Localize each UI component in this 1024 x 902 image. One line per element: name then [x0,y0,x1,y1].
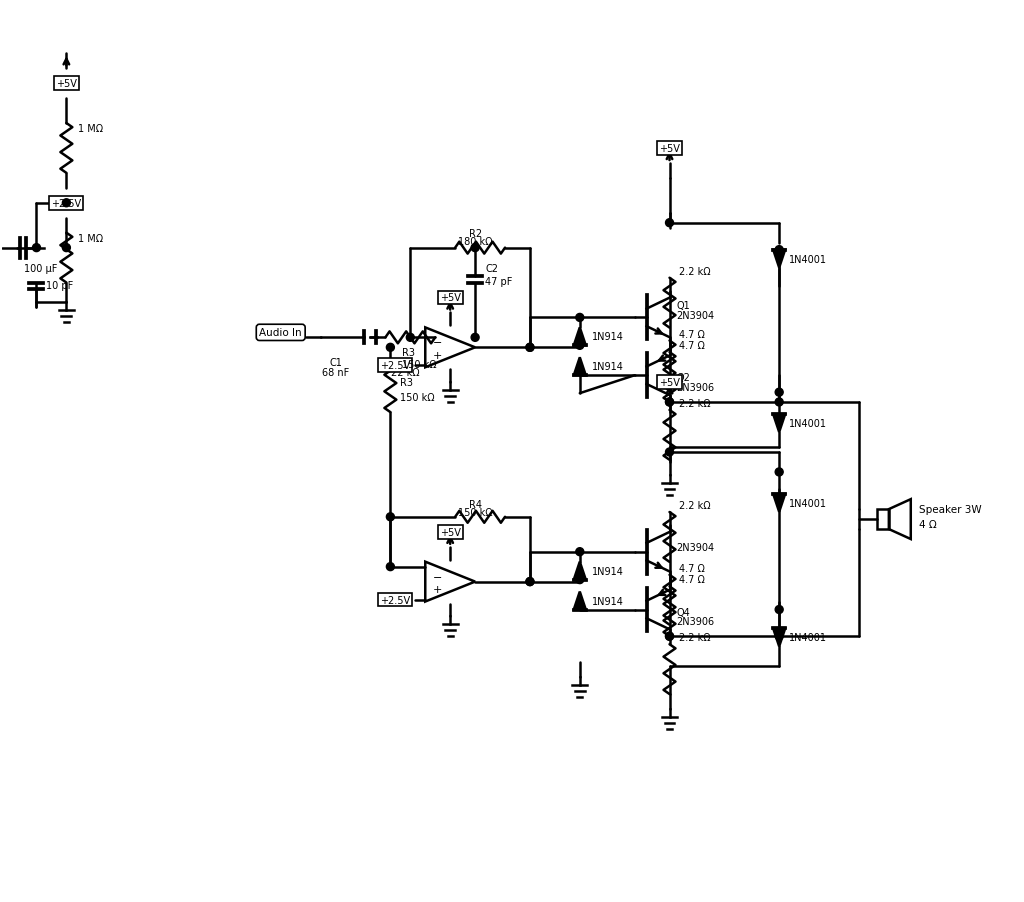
Circle shape [775,389,783,397]
Text: R3: R3 [400,378,414,388]
Polygon shape [773,494,785,512]
Text: 4.7 Ω: 4.7 Ω [680,341,706,351]
Text: 1N914: 1N914 [592,332,624,342]
Text: 1 MΩ: 1 MΩ [79,124,103,133]
Circle shape [575,342,584,350]
Text: 1N4001: 1N4001 [790,419,827,428]
Text: Q1: Q1 [677,301,690,311]
Circle shape [666,399,674,407]
Text: 4 Ω: 4 Ω [919,520,937,529]
Bar [877,510,889,529]
Text: 1N4001: 1N4001 [790,254,827,264]
Text: 1N914: 1N914 [592,596,624,606]
Circle shape [775,246,783,254]
Polygon shape [573,358,586,376]
Circle shape [775,468,783,476]
Text: C1: C1 [329,358,342,368]
Text: 180 kΩ: 180 kΩ [458,236,493,246]
Text: +5V: +5V [56,79,77,89]
Text: C2: C2 [485,263,498,273]
Polygon shape [573,562,586,580]
Circle shape [471,244,479,253]
Text: +2.5V: +2.5V [380,595,411,605]
Polygon shape [573,592,586,610]
Text: $+$: $+$ [432,349,442,361]
Circle shape [575,548,584,556]
Text: $+$: $+$ [432,584,442,594]
Circle shape [526,344,534,352]
Circle shape [575,314,584,322]
Circle shape [526,578,534,586]
Polygon shape [773,251,785,268]
Circle shape [666,632,674,640]
Text: R2: R2 [469,228,481,238]
Text: 2N3906: 2N3906 [677,617,715,627]
Text: 2.2 kΩ: 2.2 kΩ [680,501,711,511]
Circle shape [666,399,674,407]
Polygon shape [773,629,785,647]
Text: 2N3906: 2N3906 [677,382,715,392]
Circle shape [386,563,394,571]
Text: 47 pF: 47 pF [485,276,512,286]
Circle shape [386,513,394,521]
Text: 150 kΩ: 150 kΩ [400,392,435,402]
Text: +5V: +5V [659,378,680,388]
Text: 100 μF: 100 μF [24,263,57,273]
Text: Speaker 3W: Speaker 3W [919,504,981,514]
Text: $-$: $-$ [432,570,442,580]
Circle shape [666,448,674,456]
Circle shape [775,632,783,640]
Text: 1 MΩ: 1 MΩ [79,234,103,244]
Circle shape [575,576,584,584]
Polygon shape [773,415,785,433]
Text: 4.7 Ω: 4.7 Ω [680,563,706,573]
Text: 2N3904: 2N3904 [677,542,715,552]
Text: R3
150 kΩ: R3 150 kΩ [402,348,437,370]
Text: 2.2 kΩ: 2.2 kΩ [680,632,711,642]
Text: 4.7 Ω: 4.7 Ω [680,329,706,339]
Circle shape [666,219,674,227]
Text: +2.5V: +2.5V [51,198,82,208]
Text: +5V: +5V [439,293,461,303]
Circle shape [526,344,534,352]
Circle shape [471,334,479,342]
Text: Audio In: Audio In [259,328,302,338]
Circle shape [62,244,71,253]
Text: Q2: Q2 [677,373,690,382]
Text: 22 kΩ: 22 kΩ [391,368,420,378]
Text: 68 nF: 68 nF [322,368,349,378]
Text: +5V: +5V [659,143,680,153]
Circle shape [407,334,415,342]
Polygon shape [573,328,586,346]
Text: R1: R1 [398,358,412,368]
Text: R4: R4 [469,500,481,510]
Text: 2N3904: 2N3904 [677,311,715,321]
Text: $-$: $-$ [432,336,442,346]
Circle shape [33,244,41,253]
Circle shape [386,344,394,352]
Text: +5V: +5V [439,527,461,538]
Circle shape [775,399,783,407]
Text: 2.2 kΩ: 2.2 kΩ [680,399,711,409]
Text: +2.5V: +2.5V [380,361,411,371]
Circle shape [526,578,534,586]
Text: 10 pF: 10 pF [46,281,74,290]
Circle shape [62,199,71,207]
Text: Q4: Q4 [677,607,690,617]
Text: 2.2 kΩ: 2.2 kΩ [680,266,711,277]
Text: 1N4001: 1N4001 [790,498,827,508]
Circle shape [666,632,674,640]
Text: 1N914: 1N914 [592,362,624,372]
Text: 150 kΩ: 150 kΩ [458,507,493,517]
Text: 4.7 Ω: 4.7 Ω [680,575,706,584]
Text: 1N914: 1N914 [592,566,624,576]
Circle shape [775,606,783,614]
Text: 1N4001: 1N4001 [790,632,827,643]
